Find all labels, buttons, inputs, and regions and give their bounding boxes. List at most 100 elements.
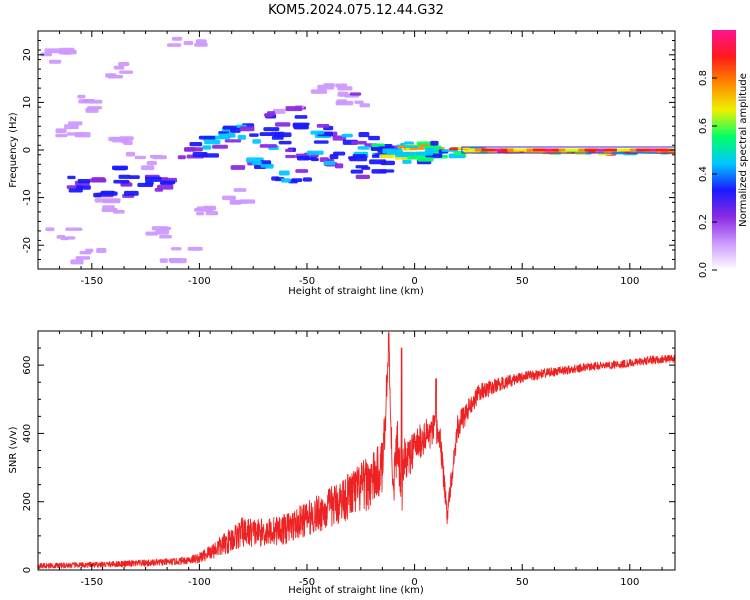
heatmap-blob	[335, 92, 371, 108]
heatmap-cell	[281, 178, 291, 183]
heatmap-cell	[629, 148, 637, 152]
heatmap-cell	[379, 169, 395, 173]
spectrogram-ylabel: Frequency (Hz)	[8, 112, 19, 188]
heatmap-cell	[526, 148, 534, 152]
y-tick-label: 600	[22, 356, 33, 375]
heatmap-cell	[259, 132, 272, 137]
heatmap-cell	[351, 140, 367, 145]
heatmap-blob	[77, 94, 103, 113]
heatmap-cell	[251, 161, 262, 165]
heatmap-cell	[239, 199, 256, 204]
heatmap-cell	[187, 246, 203, 251]
heatmap-cell	[432, 153, 443, 158]
snr-panel: -150 -100 -50 0 50 100 0 200 400 600 Height of st…	[8, 330, 676, 596]
heatmap-cell	[292, 122, 310, 126]
heatmap-cell	[404, 145, 418, 148]
heatmap-cell	[457, 147, 471, 150]
heatmap-blob	[159, 246, 203, 264]
heatmap-cell	[349, 156, 368, 162]
heatmap-cell	[623, 148, 631, 152]
heatmap-cell	[402, 159, 412, 164]
y-tick-label: 10	[22, 96, 33, 109]
heatmap-cell	[154, 188, 164, 192]
heatmap-blob	[105, 62, 133, 79]
heatmap-cell	[358, 131, 370, 138]
heatmap-cell	[159, 258, 168, 263]
heatmap-cell	[355, 174, 370, 180]
snr-xlabel: Height of straight line (km)	[288, 585, 424, 596]
x-tick-label: -150	[80, 577, 103, 588]
heatmap-cell	[655, 148, 663, 152]
heatmap-cell	[272, 108, 286, 114]
heatmap-blob	[310, 83, 353, 97]
heatmap-blob	[137, 177, 178, 192]
heatmap-cell	[252, 139, 261, 144]
heatmap-blob	[45, 227, 83, 241]
heatmap-cell	[264, 113, 273, 118]
heatmap-cell	[513, 148, 521, 152]
heatmap-cell	[500, 148, 508, 152]
heatmap-cell	[172, 36, 183, 41]
heatmap-blob	[177, 141, 220, 160]
x-tick-label: -50	[299, 577, 315, 588]
heatmap-cell	[128, 175, 140, 179]
heatmap-cell	[119, 70, 133, 74]
heatmap-cell	[675, 149, 682, 152]
colorbar-ticks: 0.0 0.2 0.4 0.6 0.8	[698, 70, 717, 278]
x-tick-label: 100	[620, 276, 639, 287]
heatmap-cell	[532, 148, 540, 152]
y-tick-label: 20	[22, 48, 33, 61]
heatmap-cell	[591, 148, 599, 152]
heatmap-cell	[520, 148, 528, 152]
heatmap-cell	[167, 43, 182, 47]
heatmap-cell	[552, 148, 560, 152]
heatmap-cell	[134, 155, 147, 160]
heatmap-cell	[291, 178, 303, 183]
heatmap-cell	[323, 83, 335, 87]
snr-axes: -150 -100 -50 0 50 100 0 200 400 600	[22, 330, 675, 588]
heatmap-blob	[271, 169, 312, 184]
heatmap-cell	[177, 155, 186, 160]
heatmap-cell	[55, 134, 68, 138]
heatmap-cell	[77, 179, 90, 184]
heatmap-cell	[616, 148, 624, 152]
heatmap-cell	[425, 147, 434, 153]
heatmap-cell	[294, 115, 308, 119]
heatmap-cell	[112, 209, 125, 214]
heatmap-cell	[237, 134, 246, 140]
heatmap-blob	[108, 136, 134, 145]
heatmap-cell	[108, 136, 120, 142]
heatmap-cell	[118, 62, 130, 66]
heatmap-cell	[77, 94, 86, 99]
heatmap-cell	[204, 139, 221, 145]
heatmap-cell	[662, 148, 670, 152]
heatmap-blob	[296, 155, 338, 167]
heatmap-blob	[285, 140, 329, 159]
heatmap-cell	[285, 154, 296, 159]
heatmap-blob	[125, 151, 167, 171]
heatmap-cell	[674, 151, 675, 154]
heatmap-cell	[565, 148, 573, 152]
heatmap-blob	[94, 198, 125, 214]
heatmap-blob	[145, 226, 172, 239]
y-tick-label: 200	[22, 492, 33, 511]
heatmap-cell	[189, 141, 203, 147]
heatmap-cell	[118, 174, 131, 179]
heatmap-cell	[233, 188, 247, 192]
heatmap-cell	[306, 150, 324, 155]
heatmap-cell	[65, 227, 83, 231]
heatmap-cell	[336, 99, 348, 105]
heatmap-cell	[293, 125, 309, 130]
heatmap-cell	[271, 135, 284, 140]
colorbar-tick-label: 0.2	[698, 214, 709, 230]
heatmap-cell	[40, 52, 52, 57]
heatmap-cell	[224, 139, 242, 143]
y-tick-label: 400	[22, 424, 33, 443]
heatmap-cell	[681, 151, 696, 154]
heatmap-cell	[260, 164, 274, 168]
heatmap-cell	[75, 256, 91, 260]
heatmap-cell	[368, 135, 380, 141]
heatmap-cell	[70, 259, 84, 265]
heatmap-cell	[183, 40, 194, 46]
